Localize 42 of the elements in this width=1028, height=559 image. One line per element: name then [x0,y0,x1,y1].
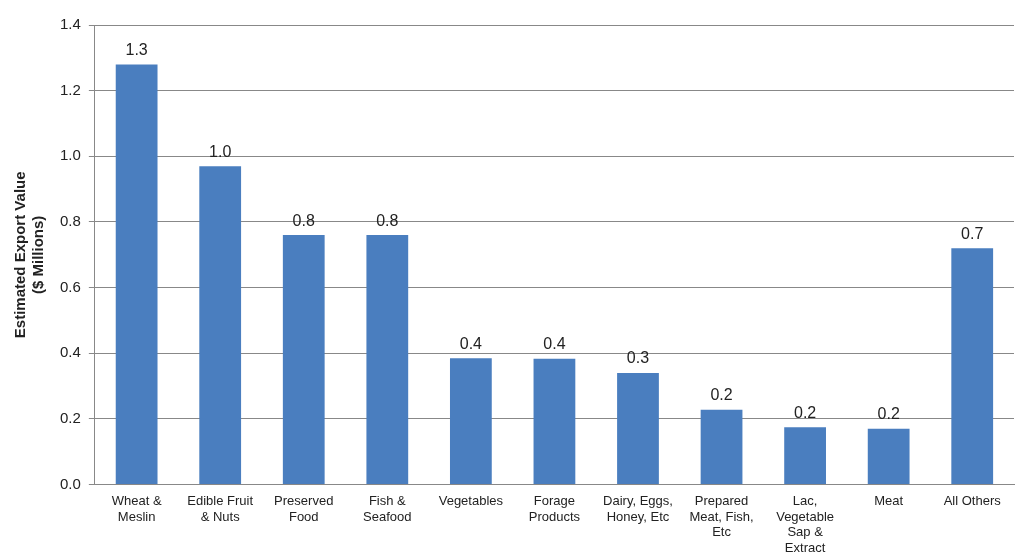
bar [700,409,743,485]
bar [115,64,158,485]
y-tick-label: 1.0 [59,146,81,164]
data-label: 0.8 [292,211,315,229]
data-label: 0.8 [376,211,399,229]
y-tick-label: 0.0 [59,474,81,492]
bar [951,248,994,485]
x-tick-label: Preserved Food [274,492,334,524]
data-label: 1.3 [125,40,148,58]
x-tick-label: Forage Products [528,492,581,524]
bar [533,358,576,485]
data-label: 0.2 [793,403,817,421]
y-tick-label: 0.2 [59,409,81,427]
bar [449,358,492,485]
bar [199,166,242,485]
data-label: 0.2 [710,386,733,404]
x-tick-label: Lac, Vegetable Sap & Extract [776,492,835,555]
y-axis-title: Estimated Export Value ($ Millions) [11,171,47,339]
y-tick-label: 1.2 [59,80,81,98]
x-tick-label: All Others [943,492,1002,508]
data-label: 0.4 [459,334,483,352]
y-tick-label: 0.8 [59,212,81,230]
x-tick-label: Vegetables [438,492,504,508]
x-tick-label: Edible Fruit & Nuts [187,492,254,524]
bar [366,235,409,485]
data-label: 1.0 [209,142,232,160]
y-tick-label: 0.6 [59,277,81,295]
x-tick-label: Prepared Meat, Fish, Etc [689,492,754,540]
data-label: 0.2 [877,405,900,423]
y-tick-label: 1.4 [59,15,81,33]
x-tick-label: Fish & Seafood [363,492,412,524]
bar [282,235,325,485]
data-label: 0.4 [543,335,566,353]
x-tick-label: Wheat & Meslin [111,492,162,524]
data-label: 0.3 [626,349,650,367]
x-tick-label: Dairy, Eggs, Honey, Etc [603,492,673,524]
bar [784,427,826,485]
bar [617,372,659,485]
x-tick-label: Meat [874,492,904,508]
y-tick-label: 0.4 [59,343,81,361]
bar [867,428,910,485]
data-label: 0.7 [961,224,984,242]
